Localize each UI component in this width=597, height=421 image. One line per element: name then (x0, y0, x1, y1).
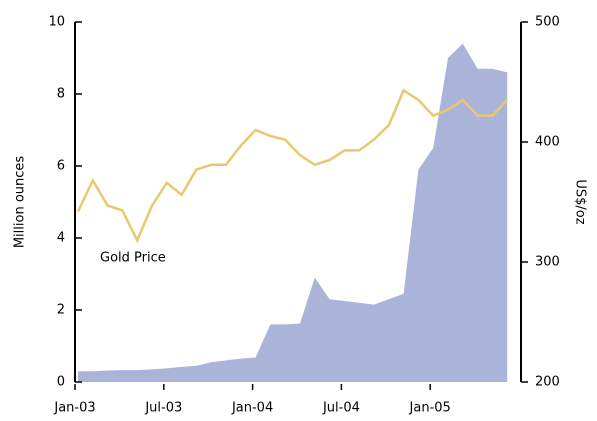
y-tick-label: 4 (57, 231, 65, 246)
y-tick-label: 6 (57, 159, 65, 174)
x-tick-label: Jan-05 (409, 401, 451, 416)
y2-axis-title: US$/oz (573, 179, 588, 224)
x-tick-label: Jul-03 (144, 401, 182, 416)
y-tick-label: 10 (48, 15, 65, 30)
y-axis-title: Million ounces (13, 156, 28, 249)
y2-tick-label: 300 (535, 255, 560, 270)
y2-tick-label: 500 (535, 15, 560, 30)
x-tick-label: Jan-04 (231, 401, 273, 416)
x-tick-label: Jul-04 (322, 401, 360, 416)
area (78, 43, 508, 382)
x-tick-label: Jan-03 (53, 401, 95, 416)
y-tick-label: 2 (57, 303, 65, 318)
line (76, 88, 509, 244)
y2-tick-label: 200 (535, 375, 560, 390)
y2-tick-label: 400 (535, 135, 560, 150)
series-label: Gold Price (100, 251, 166, 266)
y-tick-label: 0 (57, 375, 65, 390)
y-tick-label: 8 (57, 87, 65, 102)
